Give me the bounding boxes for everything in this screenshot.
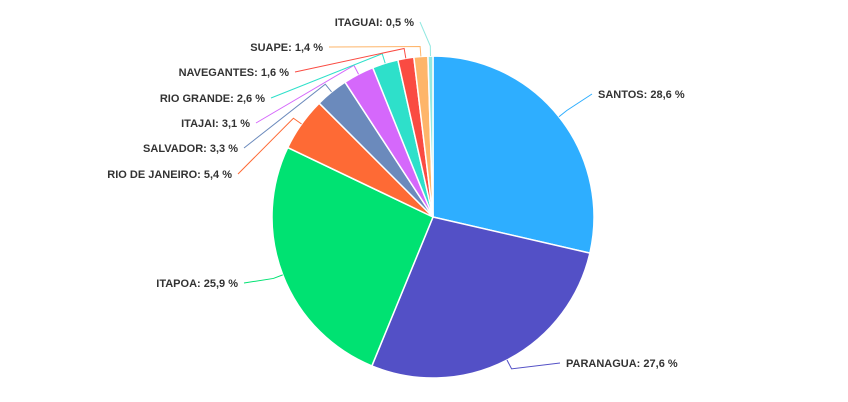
connector-rio-de-janeiro (237, 117, 302, 175)
pie-slice-paranagua[interactable] (371, 216, 591, 379)
data-label-rio-de-janeiro: RIO DE JANEIRO: 5,4 % (107, 169, 232, 181)
data-label-navegantes: NAVEGANTES: 1,6 % (179, 67, 290, 79)
data-label-itajai: ITAJAI: 3,1 % (181, 118, 250, 130)
data-label-santos: SANTOS: 28,6 % (598, 89, 685, 101)
connector-navegantes (294, 47, 407, 73)
pie-slice-itapoa[interactable] (271, 146, 434, 367)
data-label-itaguai: ITAGUAI: 0,5 % (335, 17, 414, 29)
connector-suape (328, 45, 422, 57)
connector-salvador (243, 83, 332, 149)
pie-slice-itaguai[interactable] (427, 55, 434, 218)
data-label-itapoa: ITAPOA: 25,9 % (156, 278, 238, 290)
connector-itaguai (419, 21, 431, 57)
data-label-salvador: SALVADOR: 3,3 % (143, 143, 238, 155)
pie-slices (271, 55, 595, 379)
data-label-rio-grande: RIO GRANDE: 2,6 % (160, 93, 265, 105)
connector-santos (558, 93, 593, 118)
connector-rio-grande (270, 53, 386, 99)
data-label-suape: SUAPE: 1,4 % (250, 42, 323, 54)
label-connectors (237, 21, 593, 370)
connector-itapoa (243, 274, 283, 284)
data-label-paranagua: PARANAGUA: 27,6 % (566, 358, 678, 370)
data-labels: SANTOS: 28,6 % PARANAGUA: 27,6 % ITAPOA: 2… (107, 17, 685, 370)
connector-paranagua (506, 359, 561, 370)
